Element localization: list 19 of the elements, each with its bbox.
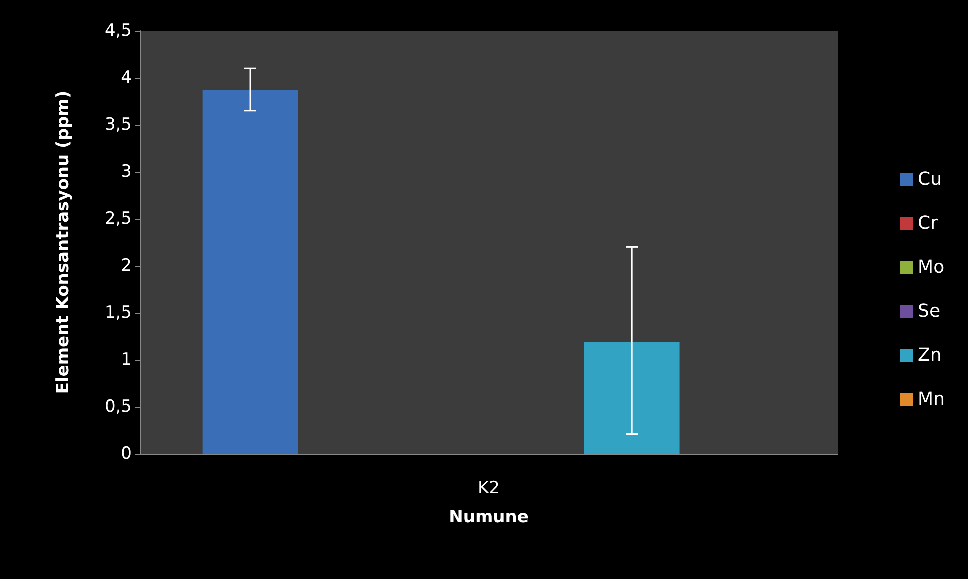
y-tick-label: 2,5: [104, 209, 132, 229]
y-tick-label: 0,5: [104, 397, 132, 417]
legend-label: Cr: [918, 213, 939, 234]
y-tick-label: 4,5: [104, 21, 132, 41]
legend-label: Mn: [918, 389, 946, 410]
legend-label: Cu: [918, 169, 942, 190]
x-tick-label: K2: [478, 478, 500, 498]
y-tick-label: 2: [121, 256, 132, 276]
y-tick-label: 4: [121, 68, 132, 88]
y-tick-label: 0: [121, 444, 132, 464]
legend-label: Se: [918, 301, 941, 322]
legend-label: Zn: [918, 345, 942, 366]
x-axis-title: Numune: [449, 508, 529, 528]
y-tick-label: 1,5: [104, 303, 132, 323]
y-tick-label: 1: [121, 350, 132, 370]
legend-label: Mo: [918, 257, 945, 278]
y-tick-label: 3: [121, 162, 132, 182]
y-axis-title: Element Konsantrasyonu (ppm): [54, 90, 74, 394]
y-tick-label: 3,5: [104, 115, 132, 135]
